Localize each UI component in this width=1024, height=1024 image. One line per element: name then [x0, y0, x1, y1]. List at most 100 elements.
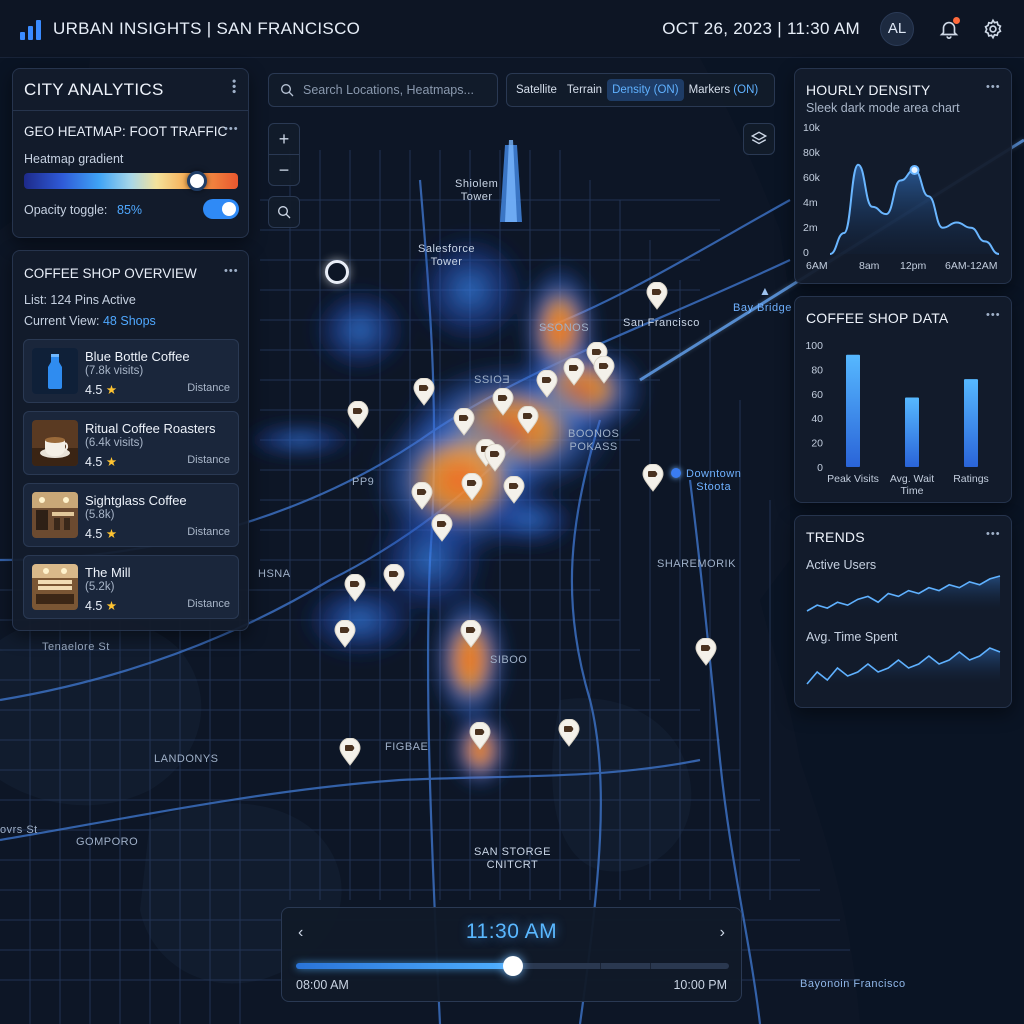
hourly-density-panel: HOURLY DENSITY ••• Sleek dark mode area …: [794, 68, 1012, 284]
coffee-pin-icon[interactable]: [536, 370, 558, 398]
zoom-in-button[interactable]: +: [268, 123, 300, 155]
y-tick-label: 80k: [803, 147, 821, 159]
tab-terrain[interactable]: Terrain: [566, 84, 603, 96]
coffee-pin-icon[interactable]: [646, 282, 668, 310]
label-shiolem-tower: Shiolem Tower: [455, 178, 499, 203]
kebab-icon[interactable]: •••: [224, 265, 239, 277]
zoom-out-button[interactable]: −: [268, 154, 300, 186]
heatmap-title: GEO HEATMAP: FOOT TRAFFIC: [24, 124, 228, 139]
shop-card-the-mill[interactable]: The Mill (5.2k) 4.5 ★ Distance: [23, 555, 239, 619]
label-salesforce-tower: Salesforce Tower: [418, 243, 475, 268]
label-tenaelore: Tenaelore St: [42, 641, 110, 653]
coffee-pin-icon[interactable]: [431, 514, 453, 542]
coffee-pin-icon[interactable]: [347, 401, 369, 429]
x-tick-label: Ratings: [953, 473, 989, 485]
shop-card-ritual[interactable]: Ritual Coffee Roasters (6.4k visits) 4.5…: [23, 411, 239, 475]
coffee-pin-icon[interactable]: [453, 408, 475, 436]
search-icon: [278, 206, 291, 219]
gradient-slider-handle[interactable]: [187, 171, 207, 191]
bar[interactable]: [905, 397, 919, 467]
coffee-pin-icon[interactable]: [469, 722, 491, 750]
shop-visits: (5.8k): [85, 509, 115, 521]
active-users-label: Active Users: [806, 558, 877, 572]
coffee-pin-icon[interactable]: [517, 406, 539, 434]
coffee-pin-icon[interactable]: [642, 464, 664, 492]
coffee-pin-icon[interactable]: [383, 564, 405, 592]
coffee-pin-icon[interactable]: [339, 738, 361, 766]
current-location-marker[interactable]: [325, 260, 349, 284]
y-tick-label: 10k: [803, 122, 821, 134]
coffee-pin-icon[interactable]: [492, 388, 514, 416]
app-title: URBAN INSIGHTS | SAN FRANCISCO: [53, 18, 361, 38]
coffee-pin-icon[interactable]: [484, 444, 506, 472]
cafe-interior-photo: [32, 492, 78, 538]
coffee-pin-icon[interactable]: [344, 574, 366, 602]
sailboat-icon: ▲: [759, 284, 771, 298]
label-hsna: HSNA: [258, 568, 291, 580]
star-icon: ★: [105, 455, 118, 469]
slider-tick: [650, 963, 651, 969]
tab-density[interactable]: Density (ON): [607, 79, 684, 101]
star-icon: ★: [105, 599, 118, 613]
label-siboo: SIBOO: [490, 654, 528, 666]
tab-markers[interactable]: Markers (ON): [688, 84, 759, 96]
kebab-icon[interactable]: •••: [986, 309, 1001, 321]
bar[interactable]: [964, 379, 978, 467]
coffee-pin-icon[interactable]: [563, 358, 585, 386]
bar[interactable]: [846, 354, 860, 467]
coffee-pin-icon[interactable]: [411, 482, 433, 510]
map-search-button[interactable]: [268, 196, 300, 228]
panel-title: CITY ANALYTICS: [24, 79, 164, 99]
star-icon: ★: [105, 383, 118, 397]
coffee-pin-icon[interactable]: [695, 638, 717, 666]
coffee-pin-icon[interactable]: [461, 473, 483, 501]
slider-tick: [600, 963, 601, 969]
opacity-toggle[interactable]: [203, 199, 239, 219]
density-peak-marker[interactable]: [909, 165, 920, 175]
coffee-pin-icon[interactable]: [503, 476, 525, 504]
coffee-pin-icon[interactable]: [334, 620, 356, 648]
kebab-icon[interactable]: •••: [986, 81, 1001, 93]
bar-chart-icon: [20, 18, 41, 40]
y-tick-label: 60: [811, 389, 823, 401]
kebab-icon[interactable]: •••: [986, 528, 1001, 540]
layers-button[interactable]: [743, 123, 775, 155]
time-slider-handle[interactable]: [502, 956, 523, 976]
kebab-icon[interactable]: •••: [227, 79, 241, 95]
search-bar[interactable]: [268, 73, 498, 107]
y-tick-label: 80: [811, 364, 823, 376]
coffee-pin-icon[interactable]: [413, 378, 435, 406]
shop-rating: 4.5 ★: [85, 599, 118, 613]
y-tick-label: 60k: [803, 172, 821, 184]
next-time-button[interactable]: ›: [719, 924, 725, 941]
label-ovrs: ovrs St: [0, 824, 38, 836]
y-tick-label: 2m: [803, 222, 818, 234]
label-figbae: FIGBAE: [385, 741, 429, 753]
downtown-dot-icon: [671, 468, 681, 478]
previous-time-button[interactable]: ‹: [298, 924, 304, 941]
blue-bottle-logo: [32, 348, 78, 394]
shop-name: The Mill: [85, 565, 131, 580]
gear-icon[interactable]: [980, 16, 1006, 42]
coffee-pin-icon[interactable]: [558, 719, 580, 747]
search-input[interactable]: [303, 83, 493, 97]
avatar[interactable]: AL: [880, 11, 914, 46]
label-boonos: BOONOS POKASS: [568, 428, 620, 453]
coffee-overview-panel: COFFEE SHOP OVERVIEW ••• List: 124 Pins …: [12, 250, 249, 631]
shop-distance: Distance: [187, 598, 230, 610]
kebab-icon[interactable]: •••: [224, 123, 239, 135]
x-tick-label: Avg. Wait: [890, 473, 934, 485]
coffee-pin-icon[interactable]: [593, 356, 615, 384]
coffee-pin-icon[interactable]: [460, 620, 482, 648]
bell-icon[interactable]: [936, 16, 962, 42]
avg-time-label: Avg. Time Spent: [806, 630, 898, 644]
y-tick-label: 40: [811, 413, 823, 425]
shop-card-sightglass[interactable]: Sightglass Coffee (5.8k) 4.5 ★ Distance: [23, 483, 239, 547]
tab-satellite[interactable]: Satellite: [516, 84, 557, 96]
shop-name: Blue Bottle Coffee: [85, 349, 190, 364]
shop-card-blue-bottle[interactable]: Blue Bottle Coffee (7.8k visits) 4.5 ★ D…: [23, 339, 239, 403]
heatmap-gradient-bar[interactable]: [24, 173, 238, 189]
trends-panel: TRENDS ••• Active Users Avg. Time Spent: [794, 515, 1012, 708]
shop-rating: 4.5 ★: [85, 455, 118, 469]
